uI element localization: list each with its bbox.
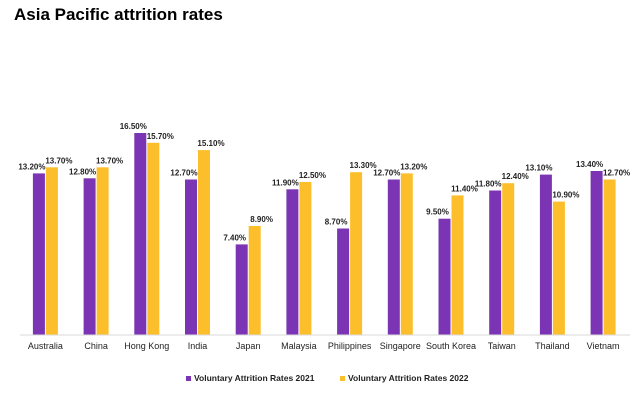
data-label-2022-taiwan: 12.40% bbox=[502, 172, 529, 181]
x-tick-hong-kong: Hong Kong bbox=[124, 341, 169, 351]
data-label-2021-thailand: 13.10% bbox=[525, 164, 552, 173]
bar-2022-vietnam bbox=[603, 179, 616, 335]
bar-2022-china bbox=[96, 167, 109, 335]
data-label-2022-japan: 8.90% bbox=[250, 215, 273, 224]
bar-2021-singapore bbox=[387, 179, 400, 335]
data-label-2021-south-korea: 9.50% bbox=[426, 208, 449, 217]
x-tick-south-korea: South Korea bbox=[426, 341, 476, 351]
bar-2021-malaysia bbox=[286, 189, 299, 335]
bars-layer bbox=[32, 133, 616, 335]
data-label-2021-china: 12.80% bbox=[69, 167, 96, 176]
bar-2021-india bbox=[185, 179, 197, 335]
data-label-2021-hong-kong: 16.50% bbox=[120, 122, 147, 131]
data-label-2022-singapore: 13.20% bbox=[400, 162, 427, 171]
data-label-2022-hong-kong: 15.70% bbox=[147, 132, 174, 141]
data-label-2022-china: 13.70% bbox=[96, 156, 123, 165]
x-tick-malaysia: Malaysia bbox=[281, 341, 317, 351]
bar-2022-japan bbox=[248, 226, 261, 335]
data-label-2022-australia: 13.70% bbox=[45, 156, 72, 165]
bar-2021-thailand bbox=[539, 174, 552, 335]
bar-2022-philippines bbox=[350, 172, 363, 335]
legend-label-2021: Voluntary Attrition Rates 2021 bbox=[194, 373, 315, 383]
data-label-2021-vietnam: 13.40% bbox=[576, 160, 603, 169]
legend-label-2022: Voluntary Attrition Rates 2022 bbox=[348, 373, 469, 383]
data-label-2021-singapore: 12.70% bbox=[373, 169, 400, 178]
legend-swatch-2022 bbox=[340, 376, 345, 381]
data-label-2021-australia: 13.20% bbox=[18, 162, 45, 171]
data-label-2021-philippines: 8.70% bbox=[325, 218, 348, 227]
x-tick-labels: Australia China Hong Kong India Japan Malaysi… bbox=[28, 341, 620, 351]
data-label-2022-south-korea: 11.40% bbox=[451, 184, 478, 193]
bar-2022-india bbox=[198, 150, 210, 335]
data-label-2022-thailand: 10.90% bbox=[552, 191, 579, 200]
x-tick-taiwan: Taiwan bbox=[488, 341, 516, 351]
x-tick-thailand: Thailand bbox=[535, 341, 570, 351]
x-tick-india: India bbox=[188, 341, 208, 351]
data-label-2021-japan: 7.40% bbox=[223, 233, 246, 242]
bar-2021-japan bbox=[235, 244, 248, 335]
bar-2022-taiwan bbox=[502, 183, 515, 335]
bar-2022-singapore bbox=[400, 173, 413, 335]
bar-2021-australia bbox=[32, 173, 45, 335]
data-label-2022-vietnam: 12.70% bbox=[603, 169, 630, 178]
bar-2022-australia bbox=[45, 167, 58, 335]
x-tick-china: China bbox=[84, 341, 108, 351]
data-label-2021-taiwan: 11.80% bbox=[475, 180, 502, 189]
bar-2022-south-korea bbox=[451, 195, 464, 335]
data-label-2021-malaysia: 11.90% bbox=[272, 178, 299, 187]
data-label-2022-philippines: 13.30% bbox=[350, 161, 377, 170]
bar-2021-vietnam bbox=[590, 171, 603, 335]
x-tick-australia: Australia bbox=[28, 341, 63, 351]
data-label-2022-malaysia: 12.50% bbox=[299, 171, 326, 180]
legend: Voluntary Attrition Rates 2021 Voluntary … bbox=[186, 373, 469, 383]
chart-title: Asia Pacific attrition rates bbox=[14, 5, 223, 24]
data-labels-layer: 13.20%13.70%12.80%13.70%16.50%15.70%12.7… bbox=[18, 122, 630, 242]
x-tick-singapore: Singapore bbox=[380, 341, 421, 351]
x-tick-philippines: Philippines bbox=[328, 341, 372, 351]
bar-2021-philippines bbox=[337, 228, 350, 335]
bar-2022-thailand bbox=[552, 201, 565, 335]
x-tick-vietnam: Vietnam bbox=[587, 341, 620, 351]
bar-2022-hong-kong bbox=[147, 142, 160, 335]
bar-2021-south-korea bbox=[438, 218, 451, 335]
bar-2021-china bbox=[83, 178, 96, 335]
data-label-2022-india: 15.10% bbox=[197, 139, 224, 148]
bar-2021-taiwan bbox=[489, 190, 502, 335]
x-tick-japan: Japan bbox=[236, 341, 261, 351]
bar-2022-malaysia bbox=[299, 182, 312, 335]
bar-2021-hong-kong bbox=[134, 133, 147, 335]
legend-swatch-2021 bbox=[186, 376, 191, 381]
data-label-2021-india: 12.70% bbox=[170, 169, 197, 178]
